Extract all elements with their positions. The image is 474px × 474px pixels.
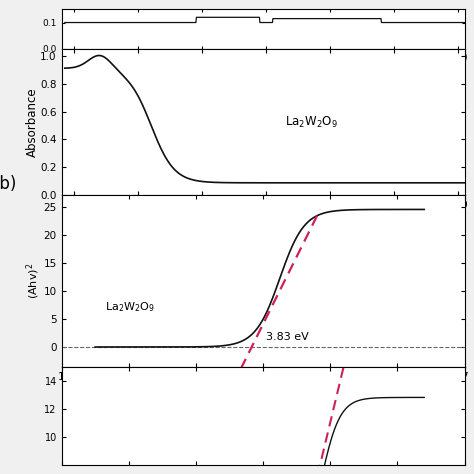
Text: (b): (b) (0, 175, 17, 193)
Text: La$_2$W$_2$O$_9$: La$_2$W$_2$O$_9$ (105, 301, 155, 314)
X-axis label: Wavelength (nm): Wavelength (nm) (199, 214, 328, 228)
Y-axis label: Absorbance: Absorbance (26, 87, 39, 157)
Y-axis label: (Ahv)$^2$: (Ahv)$^2$ (25, 263, 42, 299)
Text: La$_2$W$_2$O$_9$: La$_2$W$_2$O$_9$ (285, 115, 338, 129)
Text: 3.83 eV: 3.83 eV (266, 332, 309, 342)
